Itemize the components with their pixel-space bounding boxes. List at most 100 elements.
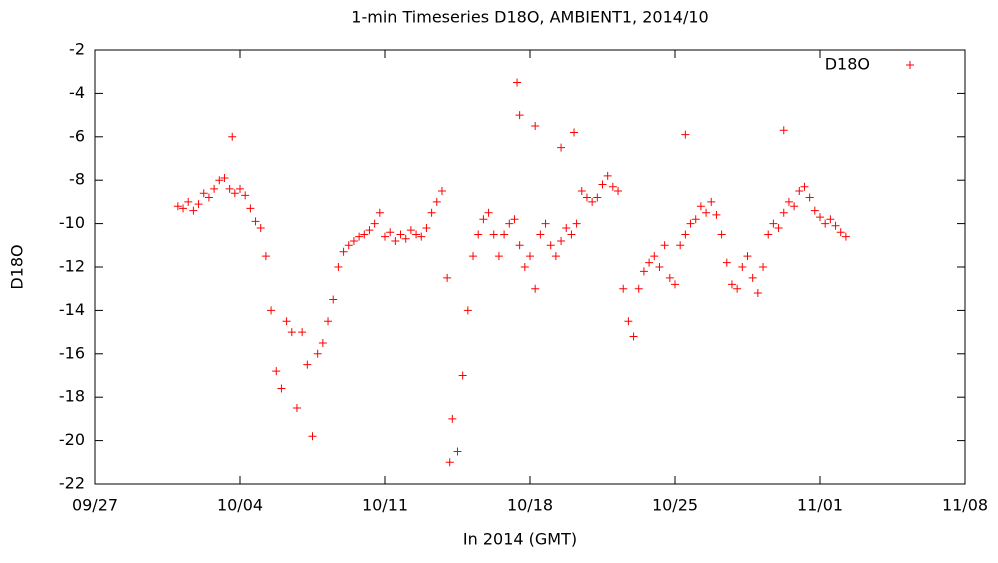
point bbox=[733, 284, 742, 293]
point bbox=[386, 228, 395, 237]
x-tick-label: 09/27 bbox=[72, 496, 118, 515]
point bbox=[417, 232, 426, 241]
point bbox=[691, 215, 700, 224]
point bbox=[764, 230, 773, 239]
point bbox=[557, 236, 566, 245]
point bbox=[593, 193, 602, 202]
point bbox=[427, 208, 436, 217]
point bbox=[676, 241, 685, 250]
point bbox=[665, 273, 674, 282]
point bbox=[821, 219, 830, 228]
point bbox=[738, 263, 747, 271]
point bbox=[717, 230, 726, 239]
x-tick-label: 10/04 bbox=[217, 496, 263, 515]
point bbox=[779, 208, 788, 217]
point bbox=[790, 202, 799, 211]
point bbox=[557, 143, 566, 152]
point bbox=[220, 174, 229, 183]
point bbox=[453, 447, 462, 456]
point bbox=[510, 215, 519, 224]
point bbox=[344, 241, 353, 250]
point bbox=[805, 193, 814, 202]
y-tick-label: -22 bbox=[59, 474, 85, 493]
point bbox=[267, 306, 276, 315]
point bbox=[505, 219, 514, 228]
point bbox=[784, 197, 793, 206]
point bbox=[500, 230, 509, 239]
y-axis-label: D18O bbox=[8, 244, 27, 289]
point bbox=[634, 284, 643, 293]
point bbox=[391, 236, 400, 245]
point bbox=[469, 252, 478, 261]
point bbox=[432, 197, 441, 206]
point bbox=[800, 182, 809, 191]
point bbox=[246, 204, 255, 213]
point bbox=[686, 219, 695, 228]
point bbox=[381, 232, 389, 241]
x-axis-label: In 2014 (GMT) bbox=[463, 530, 577, 549]
point bbox=[282, 317, 291, 326]
y-tick-label: -4 bbox=[69, 83, 85, 102]
x-tick-label: 11/08 bbox=[942, 496, 988, 515]
point bbox=[184, 197, 193, 206]
point bbox=[810, 206, 819, 215]
legend-label: D18O bbox=[825, 55, 870, 74]
point bbox=[541, 219, 550, 228]
point bbox=[179, 204, 188, 213]
point bbox=[355, 232, 364, 241]
y-tick-label: -6 bbox=[69, 126, 85, 145]
point bbox=[570, 128, 579, 137]
point bbox=[526, 252, 534, 261]
point bbox=[624, 317, 633, 326]
point bbox=[779, 126, 788, 135]
y-tick-label: -10 bbox=[59, 213, 85, 232]
y-tick-label: -16 bbox=[59, 343, 85, 362]
point bbox=[287, 328, 296, 337]
point bbox=[349, 236, 358, 245]
point bbox=[474, 230, 483, 239]
point bbox=[546, 241, 555, 250]
point bbox=[308, 432, 317, 441]
point bbox=[489, 230, 498, 239]
point bbox=[551, 252, 560, 261]
point bbox=[261, 252, 270, 261]
point bbox=[230, 189, 239, 198]
point bbox=[562, 223, 571, 232]
point bbox=[422, 223, 431, 232]
y-tick-label: -8 bbox=[69, 170, 85, 189]
point bbox=[727, 280, 736, 289]
point bbox=[712, 210, 721, 219]
point bbox=[292, 404, 301, 413]
point bbox=[173, 202, 182, 211]
point bbox=[520, 263, 529, 271]
point bbox=[303, 360, 312, 369]
point bbox=[795, 187, 804, 196]
point bbox=[577, 187, 586, 196]
point bbox=[298, 328, 307, 337]
point bbox=[831, 221, 840, 230]
x-tick-label: 10/18 bbox=[507, 496, 553, 515]
point bbox=[339, 247, 348, 256]
point bbox=[774, 223, 783, 232]
point bbox=[707, 197, 716, 206]
point bbox=[210, 184, 219, 193]
point bbox=[199, 189, 208, 198]
point bbox=[406, 226, 415, 235]
point bbox=[841, 232, 850, 241]
y-tick-label: -18 bbox=[59, 387, 85, 406]
point bbox=[277, 384, 286, 393]
point bbox=[702, 208, 711, 217]
point bbox=[753, 289, 762, 298]
point bbox=[251, 217, 260, 226]
point bbox=[655, 263, 664, 271]
point bbox=[484, 208, 493, 217]
point bbox=[816, 213, 824, 222]
point bbox=[365, 226, 374, 235]
point bbox=[515, 241, 524, 250]
point bbox=[236, 184, 244, 193]
point bbox=[650, 252, 659, 261]
point bbox=[412, 230, 421, 239]
legend-marker bbox=[906, 61, 914, 69]
point bbox=[458, 371, 467, 380]
